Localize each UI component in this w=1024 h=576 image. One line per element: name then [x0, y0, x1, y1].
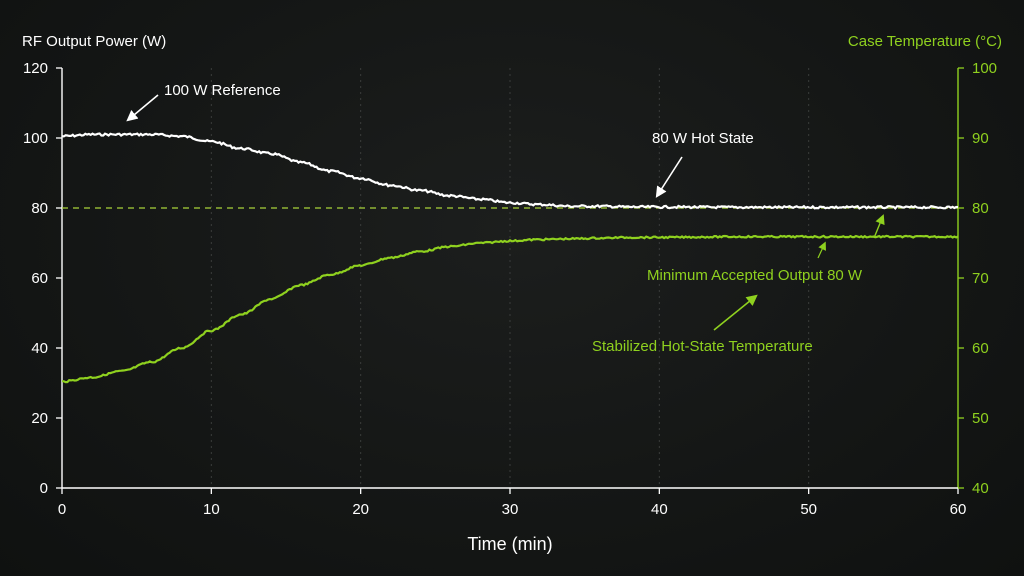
left-tick-label: 80: [31, 200, 48, 217]
annotation-80w-hot-state: 80 W Hot State: [652, 130, 754, 147]
annotation-arrow-minimum-output: [873, 214, 885, 239]
right-tick-label: 60: [972, 340, 989, 357]
right-axis-title: Case Temperature (°C): [848, 33, 1002, 50]
x-tick-label: 10: [203, 501, 220, 518]
right-tick-label: 70: [972, 270, 989, 287]
annotation-stabilized-temperature: Stabilized Hot-State Temperature: [592, 338, 813, 355]
right-tick-label: 40: [972, 480, 989, 497]
left-tick-label: 120: [23, 60, 48, 77]
left-tick-label: 40: [31, 340, 48, 357]
left-tick-label: 100: [23, 130, 48, 147]
annotation-arrow-stabilized-temperature: [713, 294, 758, 331]
annotation-arrow-100w-reference: [126, 94, 159, 122]
x-tick-label: 0: [58, 501, 66, 518]
annotation-arrow-minimum-output-secondary: [817, 241, 826, 259]
annotation-100w-reference: 100 W Reference: [164, 82, 281, 99]
right-tick-label: 90: [972, 130, 989, 147]
temperature-series-line: [61, 234, 959, 384]
right-tick-label: 100: [972, 60, 997, 77]
annotation-arrow-80w-hot-state: [655, 156, 683, 198]
annotations: 100 W Reference 80 W Hot State Minimum A…: [126, 82, 885, 355]
grid-lines: [210, 68, 810, 488]
power-series-line: [61, 132, 959, 210]
x-tick-label: 20: [352, 501, 369, 518]
x-axis-title: Time (min): [467, 534, 552, 554]
left-tick-label: 60: [31, 270, 48, 287]
right-tick-label: 80: [972, 200, 989, 217]
right-tick-label: 50: [972, 410, 989, 427]
x-tick-label: 50: [800, 501, 817, 518]
x-tick-label: 40: [651, 501, 668, 518]
left-tick-label: 0: [40, 480, 48, 497]
axis-ticks: 0 10 20 30 40 50 60 0 20 40 60 80 100 120 40 50 60 70 80 90…: [23, 60, 997, 518]
x-tick-label: 60: [950, 501, 967, 518]
x-tick-label: 30: [502, 501, 519, 518]
left-tick-label: 20: [31, 410, 48, 427]
annotation-minimum-accepted-output: Minimum Accepted Output 80 W: [647, 267, 863, 284]
left-axis-title: RF Output Power (W): [22, 33, 166, 50]
